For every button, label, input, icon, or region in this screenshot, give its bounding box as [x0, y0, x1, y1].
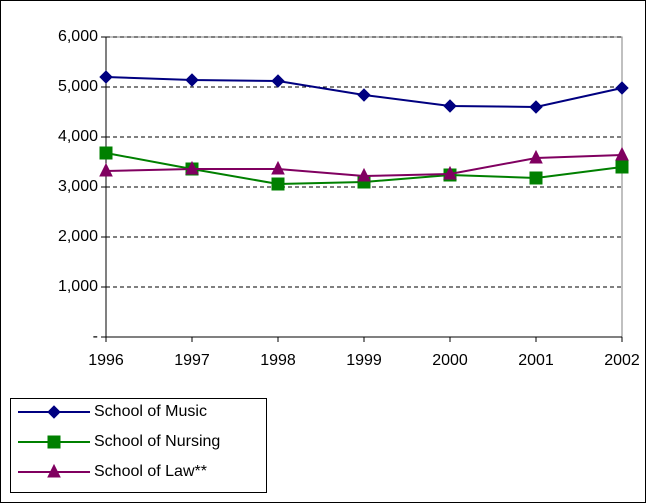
legend-marker	[47, 463, 61, 478]
data-point	[529, 100, 543, 114]
data-point	[271, 160, 285, 175]
legend-marker	[47, 405, 61, 419]
y-tick-label: 5,000	[58, 78, 98, 95]
data-point	[185, 160, 199, 175]
y-tick-label: -	[93, 328, 98, 345]
data-point	[271, 74, 285, 88]
legend-label: School of Nursing	[94, 433, 220, 450]
x-tick-label: 1999	[346, 352, 382, 369]
x-tick-label: 1997	[174, 352, 210, 369]
data-point	[357, 88, 371, 102]
data-point	[615, 146, 629, 161]
data-point	[443, 165, 457, 180]
legend-label: School of Law**	[94, 463, 207, 480]
y-tick-label: 6,000	[58, 28, 98, 45]
y-tick-label: 1,000	[58, 278, 98, 295]
data-point	[99, 146, 113, 160]
data-point	[529, 171, 543, 185]
data-point	[443, 99, 457, 113]
x-tick-label: 1998	[260, 352, 296, 369]
y-tick-label: 3,000	[58, 178, 98, 195]
x-tick-label: 1996	[88, 352, 124, 369]
data-point	[529, 149, 543, 164]
data-point	[185, 73, 199, 87]
data-point	[99, 70, 113, 84]
x-tick-label: 2000	[432, 352, 468, 369]
data-point	[271, 177, 285, 191]
legend-label: School of Music	[94, 403, 207, 420]
x-tick-label: 2002	[604, 352, 640, 369]
data-point	[357, 167, 371, 182]
data-point	[615, 160, 629, 174]
y-tick-label: 2,000	[58, 228, 98, 245]
data-point	[615, 81, 629, 95]
y-tick-label: 4,000	[58, 128, 98, 145]
legend-marker	[47, 435, 61, 449]
data-point	[99, 162, 113, 177]
x-tick-label: 2001	[518, 352, 554, 369]
